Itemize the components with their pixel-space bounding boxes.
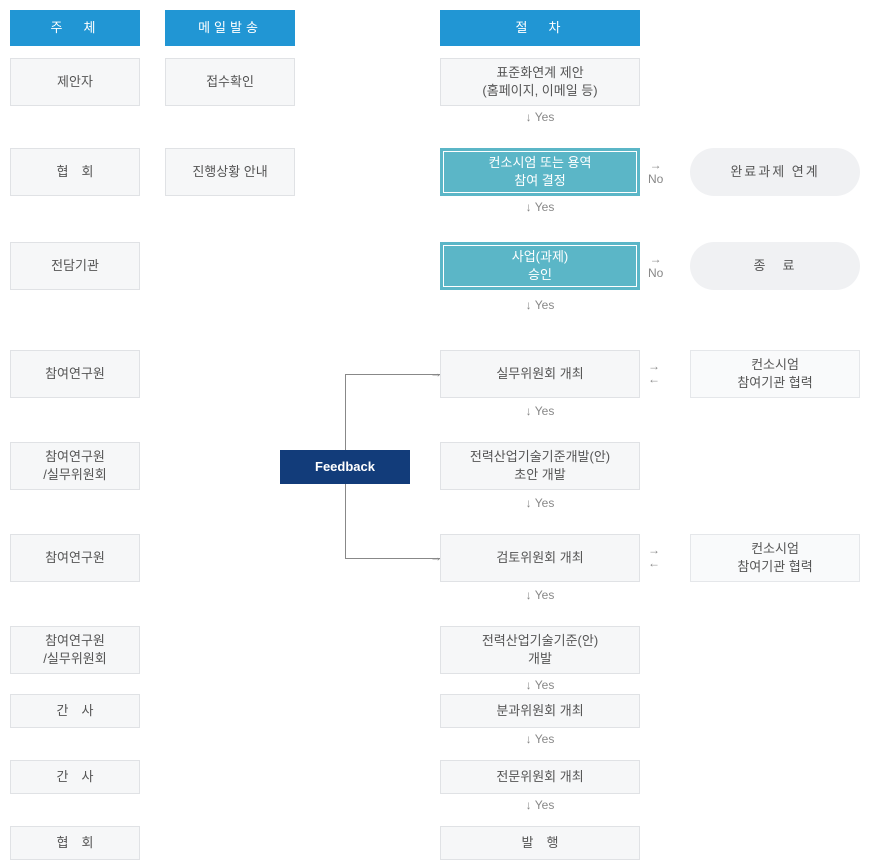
subject-box: 전담기관 [10, 242, 140, 290]
feedback-connector-line [345, 374, 440, 375]
yes-label: Yes [535, 110, 555, 124]
procedure-decision-box: 컨소시엄 또는 용역 참여 결정 [440, 148, 640, 196]
feedback-connector-line [345, 558, 440, 559]
arrow-down-icon: ↓ Yes [510, 678, 570, 692]
arrow-right-no: →No [648, 158, 663, 187]
subject-box: 참여연구원 /실무위원회 [10, 626, 140, 674]
procedure-decision-box: 사업(과제) 승인 [440, 242, 640, 290]
feedback-connector-line [345, 374, 346, 450]
procedure-box: 표준화연계 제안 (홈페이지, 이메일 등) [440, 58, 640, 106]
yes-label: Yes [535, 798, 555, 812]
arrow-down-icon: ↓ Yes [510, 588, 570, 602]
header-subject: 주 체 [10, 10, 140, 46]
arrow-right-icon: → [430, 550, 442, 564]
subject-box: 참여연구원 [10, 534, 140, 582]
yes-label: Yes [535, 732, 555, 746]
subject-box: 간 사 [10, 760, 140, 794]
branch-side-box: 컨소시엄 참여기관 협력 [690, 350, 860, 398]
feedback-box: Feedback [280, 450, 410, 484]
procedure-box: 검토위원회 개최 [440, 534, 640, 582]
subject-box: 협 회 [10, 826, 140, 860]
subject-box: 참여연구원 /실무위원회 [10, 442, 140, 490]
arrow-down-icon: ↓ Yes [510, 298, 570, 312]
branch-pill: 완료과제 연계 [690, 148, 860, 196]
arrow-down-icon: ↓ Yes [510, 732, 570, 746]
arrow-right-icon: → [430, 366, 442, 380]
branch-side-box: 컨소시엄 참여기관 협력 [690, 534, 860, 582]
procedure-box: 전력산업기술기준(안) 개발 [440, 626, 640, 674]
mail-box: 접수확인 [165, 58, 295, 106]
no-label: No [648, 172, 663, 186]
subject-box: 협 회 [10, 148, 140, 196]
arrow-down-icon: ↓ Yes [510, 110, 570, 124]
arrow-bidirectional-icon: →← [648, 544, 660, 570]
yes-label: Yes [535, 678, 555, 692]
header-procedure: 절 차 [440, 10, 640, 46]
procedure-box: 분과위원회 개최 [440, 694, 640, 728]
arrow-down-icon: ↓ Yes [510, 496, 570, 510]
arrow-bidirectional-icon: →← [648, 360, 660, 386]
yes-label: Yes [535, 588, 555, 602]
arrow-down-icon: ↓ Yes [510, 404, 570, 418]
arrow-down-icon: ↓ Yes [510, 200, 570, 214]
procedure-box: 발 행 [440, 826, 640, 860]
procedure-box: 실무위원회 개최 [440, 350, 640, 398]
procedure-box: 전력산업기술기준개발(안) 초안 개발 [440, 442, 640, 490]
branch-pill: 종 료 [690, 242, 860, 290]
mail-box: 진행상황 안내 [165, 148, 295, 196]
subject-box: 참여연구원 [10, 350, 140, 398]
subject-box: 제안자 [10, 58, 140, 106]
feedback-connector-line [345, 484, 346, 558]
header-mail: 메일발송 [165, 10, 295, 46]
no-label: No [648, 266, 663, 280]
yes-label: Yes [535, 404, 555, 418]
yes-label: Yes [535, 200, 555, 214]
yes-label: Yes [535, 496, 555, 510]
procedure-box: 전문위원회 개최 [440, 760, 640, 794]
arrow-down-icon: ↓ Yes [510, 798, 570, 812]
yes-label: Yes [535, 298, 555, 312]
arrow-right-no: →No [648, 252, 663, 281]
subject-box: 간 사 [10, 694, 140, 728]
